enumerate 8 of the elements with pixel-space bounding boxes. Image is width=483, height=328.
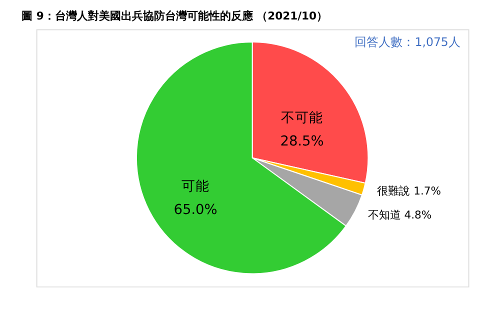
data-label: 28.5%: [280, 133, 324, 150]
slice-label: 很難說 1.7%: [377, 184, 442, 198]
slice-label: 不知道 4.8%: [368, 208, 432, 222]
data-label: 65.0%: [174, 202, 218, 218]
slice-label: 可能: [182, 178, 210, 195]
slice-label: 不可能: [281, 110, 324, 126]
text: 回答人數：1,075人: [354, 34, 460, 49]
chart-title: 圖 9：台灣人對美國出兵協防台灣可能性的反應 （2021/10）: [22, 9, 328, 22]
